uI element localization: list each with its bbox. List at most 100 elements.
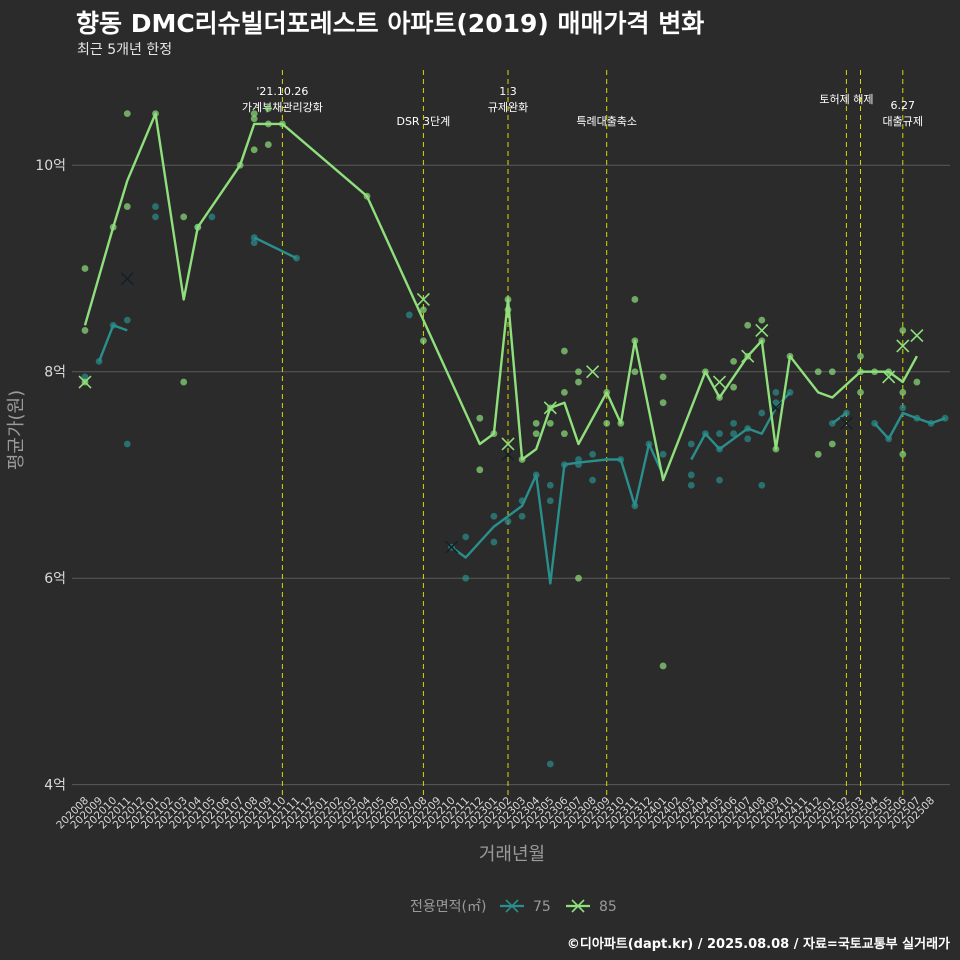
data-point bbox=[575, 456, 582, 463]
data-point bbox=[814, 450, 822, 458]
x-marker bbox=[896, 339, 910, 353]
series-line bbox=[831, 412, 848, 425]
series-85 bbox=[78, 105, 924, 670]
data-point bbox=[575, 378, 582, 386]
data-point bbox=[208, 213, 216, 221]
series-line bbox=[253, 236, 298, 260]
data-point bbox=[659, 450, 667, 458]
data-point bbox=[123, 440, 131, 448]
event-label: 6.27 bbox=[891, 99, 916, 112]
series-line bbox=[97, 324, 128, 362]
data-point bbox=[716, 430, 723, 438]
y-axis-title: 평균가(원) bbox=[6, 390, 27, 470]
data-point bbox=[758, 409, 766, 417]
x-marker-outline bbox=[501, 447, 515, 461]
data-point bbox=[81, 373, 89, 381]
data-point bbox=[532, 430, 540, 438]
data-point bbox=[687, 440, 695, 448]
data-point bbox=[250, 115, 258, 123]
data-point bbox=[462, 533, 470, 541]
series-layer bbox=[78, 105, 949, 768]
x-marker bbox=[416, 292, 430, 307]
series-line bbox=[83, 112, 918, 482]
x-marker bbox=[741, 349, 755, 363]
data-point bbox=[518, 512, 526, 520]
data-point bbox=[730, 357, 737, 365]
data-point bbox=[250, 239, 258, 247]
x-marker-outline bbox=[445, 540, 459, 554]
data-point bbox=[899, 327, 907, 334]
x-tick-layer: 2020082020092020102020112020122021012021… bbox=[54, 794, 937, 831]
data-point bbox=[857, 352, 864, 360]
x-marker-outline bbox=[120, 272, 134, 286]
event-label: 1.3 bbox=[499, 85, 517, 98]
data-point bbox=[152, 203, 159, 210]
data-point bbox=[758, 481, 766, 489]
y-tick-label: 4억 bbox=[44, 778, 66, 794]
legend: 전용면적(㎡) 75 85 bbox=[410, 899, 617, 915]
legend-label: 85 bbox=[599, 899, 617, 915]
x-marker bbox=[910, 329, 924, 343]
series-line bbox=[450, 442, 665, 585]
x-marker bbox=[882, 370, 896, 384]
event-label: DSR 3단계 bbox=[396, 115, 450, 128]
data-point bbox=[758, 316, 766, 324]
data-point bbox=[504, 518, 512, 525]
data-point bbox=[730, 383, 737, 391]
event-label: 대출규제 bbox=[883, 115, 923, 128]
legend-key-marker bbox=[505, 899, 519, 913]
data-point bbox=[814, 368, 822, 376]
data-point bbox=[575, 368, 582, 376]
data-point bbox=[81, 327, 89, 334]
data-point bbox=[81, 265, 89, 272]
data-point bbox=[913, 378, 921, 386]
data-point bbox=[420, 306, 427, 314]
data-point bbox=[490, 512, 498, 520]
data-point bbox=[123, 316, 131, 324]
data-point bbox=[532, 419, 540, 427]
legend-key-marker bbox=[571, 899, 585, 913]
data-point bbox=[631, 296, 639, 303]
event-label: '21.10.26 bbox=[256, 85, 308, 98]
data-point bbox=[687, 481, 695, 489]
data-point bbox=[561, 388, 568, 396]
data-point bbox=[716, 476, 723, 484]
data-point bbox=[462, 574, 470, 582]
data-point bbox=[899, 388, 907, 396]
data-point bbox=[659, 399, 667, 407]
y-tick-label: 8억 bbox=[44, 365, 66, 381]
data-point bbox=[589, 450, 596, 458]
series-75 bbox=[81, 203, 949, 768]
data-point bbox=[264, 141, 272, 148]
data-point bbox=[687, 471, 695, 479]
series-line bbox=[873, 411, 946, 440]
data-point bbox=[659, 662, 667, 670]
data-point bbox=[180, 213, 188, 221]
grid-layer bbox=[72, 164, 950, 786]
x-marker-outline bbox=[839, 416, 853, 430]
event-label: 가계부채관리강화 bbox=[242, 101, 323, 114]
data-point bbox=[828, 368, 836, 376]
data-point bbox=[264, 105, 272, 112]
data-point bbox=[730, 419, 737, 427]
data-point bbox=[589, 476, 596, 484]
x-marker bbox=[755, 323, 769, 337]
series-line bbox=[690, 391, 791, 461]
data-point bbox=[123, 110, 131, 118]
x-marker bbox=[712, 375, 727, 389]
legend-title: 전용면적(㎡) bbox=[410, 899, 486, 915]
y-tick-label: 6억 bbox=[44, 571, 66, 587]
data-point bbox=[250, 146, 258, 154]
data-point bbox=[152, 213, 159, 221]
data-point bbox=[603, 419, 611, 427]
data-point bbox=[561, 347, 568, 355]
event-label: 특례대출축소 bbox=[576, 115, 637, 128]
data-point bbox=[405, 311, 413, 319]
data-point bbox=[828, 440, 836, 448]
source-caption: ©디아파트(dapt.kr) / 2025.08.08 / 자료=국토교통부 실… bbox=[566, 937, 950, 952]
data-point bbox=[899, 450, 907, 458]
data-point bbox=[546, 481, 554, 489]
data-point bbox=[490, 538, 498, 546]
